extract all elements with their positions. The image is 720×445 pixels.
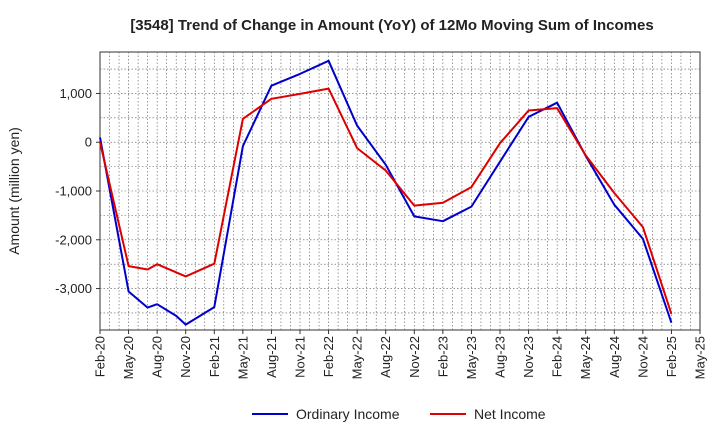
x-tick-label: Aug-21 [264, 336, 279, 378]
x-tick-label: May-25 [693, 336, 708, 379]
x-tick-label: Nov-21 [293, 336, 308, 378]
legend: Ordinary Income Net Income [252, 406, 546, 422]
y-tick-label: 1,000 [59, 86, 92, 101]
x-tick-label: Feb-22 [321, 336, 336, 377]
x-tick-label: Nov-22 [407, 336, 422, 378]
x-tick-label: Aug-23 [493, 336, 508, 378]
x-tick-label: Feb-21 [207, 336, 222, 377]
x-tick-label: May-22 [350, 336, 365, 379]
series-line-ordinary-income [99, 59, 673, 326]
x-tick-label: May-20 [121, 336, 136, 379]
y-axis-label: Amount (million yen) [6, 127, 22, 255]
series-line-net-income [99, 87, 673, 315]
legend-label-net-income: Net Income [474, 406, 546, 422]
x-tick-label: Aug-24 [607, 336, 622, 378]
x-tick-label: Feb-24 [550, 336, 565, 377]
x-grid [109, 52, 691, 330]
x-tick-label: Nov-20 [178, 336, 193, 378]
x-tick-label: May-24 [578, 336, 593, 379]
x-tick-label: May-21 [235, 336, 250, 379]
x-tick-label: May-23 [464, 336, 479, 379]
y-tick-label: -1,000 [55, 184, 92, 199]
y-tick-label: 0 [85, 135, 92, 150]
x-tick-label: Nov-23 [521, 336, 536, 378]
x-tick-label: Feb-23 [435, 336, 450, 377]
x-tick-label: Feb-20 [93, 336, 108, 377]
x-tick-label: Aug-22 [378, 336, 393, 378]
chart-title: [3548] Trend of Change in Amount (YoY) o… [130, 17, 653, 34]
x-tick-label: Feb-25 [664, 336, 679, 377]
y-axis-ticks: 1,000 0 -1,000 -2,000 -3,000 [55, 86, 100, 296]
x-tick-label: Aug-20 [150, 336, 165, 378]
y-tick-label: -3,000 [55, 281, 92, 296]
legend-label-ordinary-income: Ordinary Income [296, 406, 400, 422]
y-tick-label: -2,000 [55, 232, 92, 247]
x-axis-ticks: Feb-20 May-20 Aug-20 Nov-20 Feb-21 May-21 Aug-… [93, 330, 708, 379]
series-layer [99, 59, 673, 326]
x-tick-label: Nov-24 [635, 336, 650, 378]
